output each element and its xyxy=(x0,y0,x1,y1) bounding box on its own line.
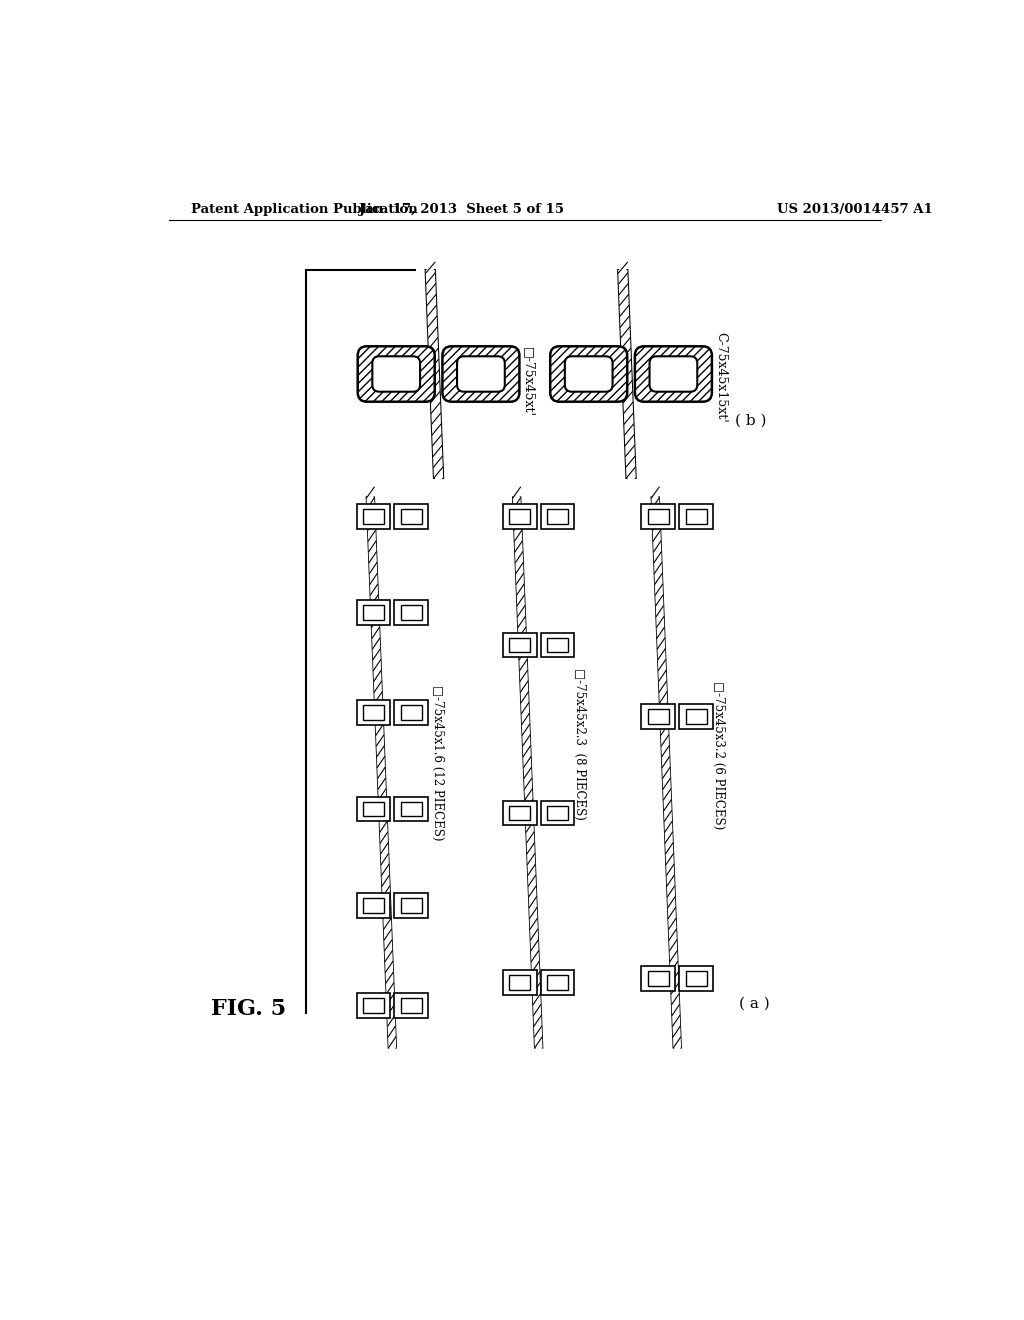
Text: ( b ): ( b ) xyxy=(734,413,766,428)
Bar xyxy=(503,800,537,825)
Bar xyxy=(394,894,428,917)
FancyBboxPatch shape xyxy=(373,356,420,392)
Bar xyxy=(547,638,568,652)
Polygon shape xyxy=(367,498,396,1048)
Polygon shape xyxy=(651,498,681,1048)
Bar xyxy=(394,504,428,529)
Text: Patent Application Publication: Patent Application Publication xyxy=(190,203,418,216)
Bar xyxy=(364,801,384,816)
Bar xyxy=(641,966,676,991)
Bar xyxy=(503,632,537,657)
Text: ( a ): ( a ) xyxy=(739,997,770,1011)
Bar xyxy=(503,504,537,529)
Bar xyxy=(394,797,428,821)
Bar xyxy=(364,898,384,912)
Bar xyxy=(547,510,568,524)
Bar xyxy=(541,632,574,657)
Text: □-75x45x1.6 (12 PIECES): □-75x45x1.6 (12 PIECES) xyxy=(431,685,443,841)
Polygon shape xyxy=(618,271,636,478)
Bar xyxy=(356,797,390,821)
Bar xyxy=(364,510,384,524)
Bar xyxy=(541,970,574,995)
Text: C-75x45x15xt': C-75x45x15xt' xyxy=(714,333,727,424)
Bar xyxy=(686,510,707,524)
Text: US 2013/0014457 A1: US 2013/0014457 A1 xyxy=(777,203,933,216)
Bar xyxy=(356,701,390,725)
Bar xyxy=(356,504,390,529)
Bar xyxy=(679,504,713,529)
Bar xyxy=(541,800,574,825)
FancyBboxPatch shape xyxy=(550,346,628,401)
Bar xyxy=(364,998,384,1012)
Bar xyxy=(509,805,530,820)
Bar xyxy=(400,510,422,524)
Bar xyxy=(509,975,530,990)
Bar xyxy=(509,510,530,524)
Bar xyxy=(541,504,574,529)
Bar xyxy=(356,601,390,626)
Text: □-75x45x2.3  (8 PIECES): □-75x45x2.3 (8 PIECES) xyxy=(573,668,587,820)
Text: FIG. 5: FIG. 5 xyxy=(211,998,287,1020)
Bar xyxy=(503,970,537,995)
Bar xyxy=(509,638,530,652)
Bar xyxy=(364,606,384,620)
Bar xyxy=(400,705,422,721)
Bar xyxy=(364,705,384,721)
Bar xyxy=(679,705,713,729)
Bar xyxy=(547,975,568,990)
Bar xyxy=(400,898,422,912)
Bar xyxy=(547,805,568,820)
Bar xyxy=(686,972,707,986)
Bar xyxy=(356,993,390,1018)
Bar xyxy=(686,709,707,723)
Bar xyxy=(641,504,676,529)
Bar xyxy=(394,701,428,725)
Polygon shape xyxy=(513,498,543,1048)
Bar xyxy=(648,972,669,986)
FancyBboxPatch shape xyxy=(357,346,435,401)
FancyBboxPatch shape xyxy=(635,346,712,401)
Text: □-75x45x3.2 (6 PIECES): □-75x45x3.2 (6 PIECES) xyxy=(712,681,725,829)
Polygon shape xyxy=(426,271,443,478)
Bar xyxy=(641,705,676,729)
Text: □-75x45xt': □-75x45xt' xyxy=(521,347,535,417)
Bar xyxy=(400,998,422,1012)
Bar xyxy=(648,510,669,524)
Bar xyxy=(394,601,428,626)
Bar xyxy=(356,894,390,917)
FancyBboxPatch shape xyxy=(457,356,505,392)
FancyBboxPatch shape xyxy=(565,356,612,392)
FancyBboxPatch shape xyxy=(442,346,519,401)
Bar xyxy=(400,801,422,816)
Bar xyxy=(648,709,669,723)
Text: Jan. 17, 2013  Sheet 5 of 15: Jan. 17, 2013 Sheet 5 of 15 xyxy=(359,203,564,216)
Bar xyxy=(394,993,428,1018)
Bar xyxy=(679,966,713,991)
FancyBboxPatch shape xyxy=(649,356,697,392)
Bar xyxy=(400,606,422,620)
